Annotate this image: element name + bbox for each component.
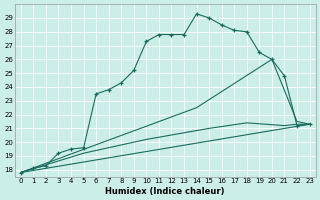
X-axis label: Humidex (Indice chaleur): Humidex (Indice chaleur) [106, 187, 225, 196]
